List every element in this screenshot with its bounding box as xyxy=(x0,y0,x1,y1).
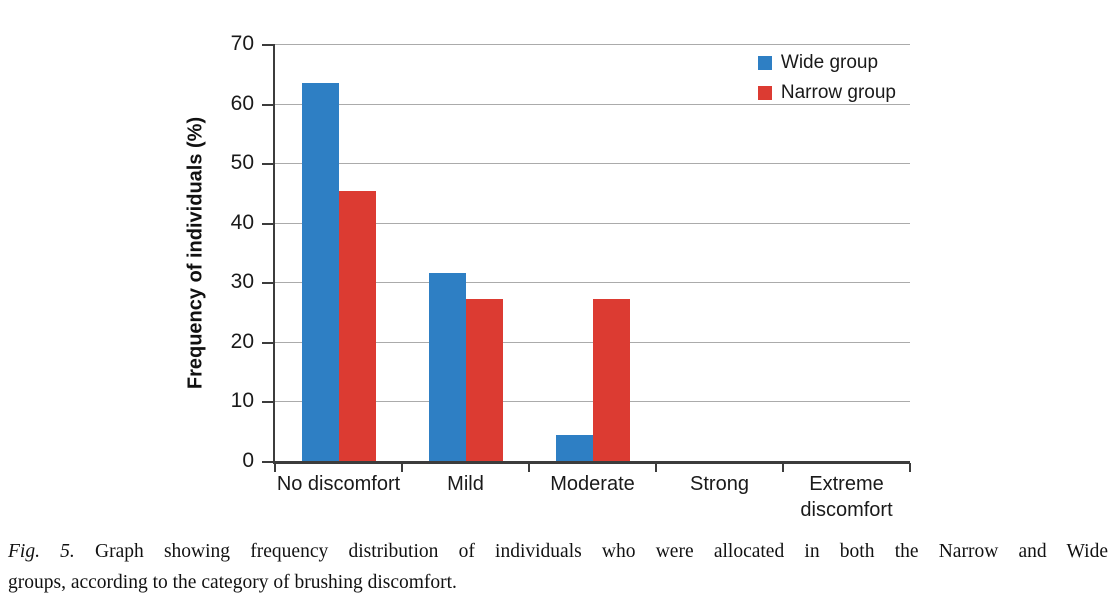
bar xyxy=(592,299,630,462)
y-axis-tick xyxy=(262,163,274,166)
y-tick-label: 40 xyxy=(230,210,254,234)
legend-item-narrow: Narrow group xyxy=(757,82,896,104)
x-axis-tick xyxy=(655,463,657,472)
x-category-label: Mild xyxy=(447,473,484,495)
bar xyxy=(465,299,503,462)
y-tick-label: 0 xyxy=(242,449,254,473)
gridline xyxy=(275,44,910,45)
x-axis-tick xyxy=(782,463,784,472)
bar-group xyxy=(529,45,656,462)
caption-text-1: Graph showing frequency distribution of … xyxy=(95,541,1108,562)
x-axis-tick xyxy=(274,463,276,472)
y-tick-label: 70 xyxy=(230,32,254,56)
y-tick-label: 50 xyxy=(230,151,254,175)
plot-area: Wide group Narrow group xyxy=(273,44,910,464)
gridline xyxy=(275,222,910,224)
bar xyxy=(338,190,376,462)
y-tick-label: 10 xyxy=(230,389,254,413)
y-axis-tick xyxy=(262,222,274,225)
legend-label-wide: Wide group xyxy=(780,52,879,73)
x-category-label: No discomfort xyxy=(276,473,401,495)
y-tick-label: 20 xyxy=(230,329,254,353)
bars-container xyxy=(275,45,910,462)
y-axis-tick xyxy=(262,44,274,46)
legend: Wide group Narrow group xyxy=(757,52,896,104)
y-axis-tick xyxy=(262,461,274,463)
bar xyxy=(301,83,339,462)
y-tick-label: 60 xyxy=(230,91,254,115)
figure-number-label: Fig. 5. xyxy=(8,541,75,562)
x-axis-tick xyxy=(528,463,530,472)
bar xyxy=(555,435,593,462)
bar-group xyxy=(656,45,783,462)
y-axis-tick xyxy=(262,103,274,106)
y-axis-tick xyxy=(262,341,274,344)
x-axis-line xyxy=(273,461,910,464)
gridline xyxy=(275,282,910,284)
y-tick-label: 30 xyxy=(230,270,254,294)
figure-chart: Frequency of individuals (%) Wide group … xyxy=(184,32,911,521)
bar-group xyxy=(402,45,529,462)
x-category-label: Extreme discomfort xyxy=(800,473,893,521)
x-axis-tick xyxy=(401,463,403,472)
x-category-label: Moderate xyxy=(550,473,635,495)
bar-group xyxy=(783,45,910,462)
caption-line-1: Fig. 5. Graph showing frequency distribu… xyxy=(8,536,1108,567)
x-category-label: Strong xyxy=(690,473,749,495)
bar xyxy=(428,272,466,462)
wide-group-swatch-icon xyxy=(757,56,772,70)
x-axis-tick xyxy=(909,463,911,472)
gridline xyxy=(275,163,910,165)
y-axis-line xyxy=(273,44,275,464)
figure-caption: Fig. 5. Graph showing frequency distribu… xyxy=(8,536,1108,598)
narrow-group-swatch-icon xyxy=(757,86,772,100)
legend-item-wide: Wide group xyxy=(757,52,896,74)
y-axis-tick xyxy=(262,282,274,285)
y-axis-tick xyxy=(262,401,274,404)
gridline xyxy=(275,103,910,105)
legend-label-narrow: Narrow group xyxy=(780,82,896,103)
bar-group xyxy=(275,45,402,462)
caption-line-2: groups, according to the category of bru… xyxy=(8,572,457,593)
